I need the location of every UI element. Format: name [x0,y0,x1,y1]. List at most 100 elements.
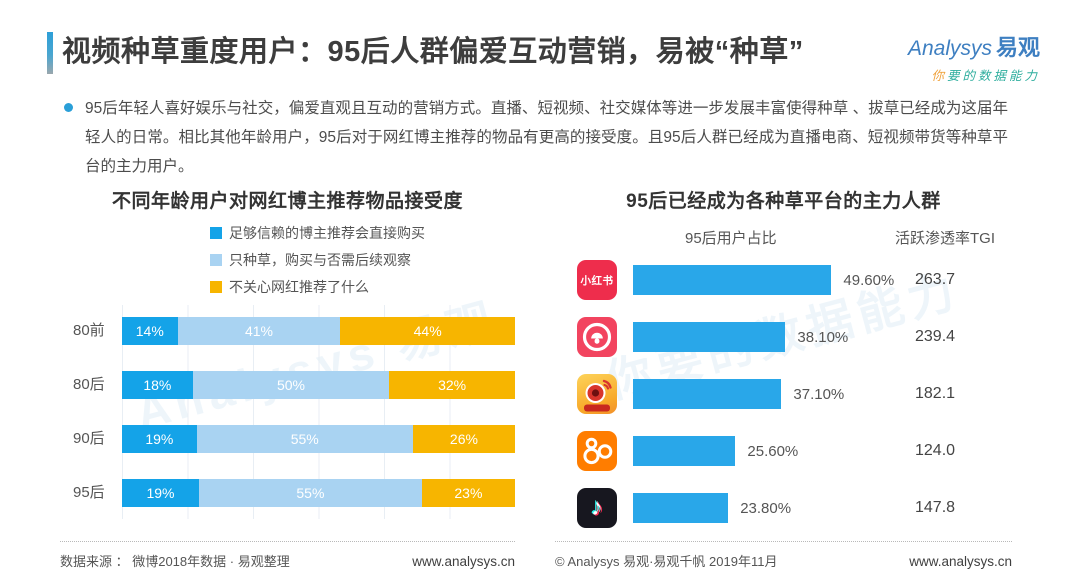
share-value: 25.60% [747,442,799,460]
bar-segment: 14% [122,317,178,345]
share-value: 37.10% [793,385,845,403]
tgi-value: 239.4 [915,328,956,345]
bar-segment: 26% [412,425,516,453]
data-source-text: 数据来源 ： 微博2018年数据 · 易观整理 [60,554,290,569]
logo-tagline-rest: 要的数据能力 [946,69,1040,83]
bar-segment: 55% [196,425,413,453]
left-chart-title: 不同年龄用户对网红博主推荐物品接受度 [111,191,463,212]
title-accent-bar [47,32,53,74]
bar-segment: 55% [198,479,422,507]
category-labels: 80前 80后 90后 95后 [60,305,122,519]
copyright-text: © Analysys 易观·易观千帆 2019年11月 [555,554,778,569]
bar-segment: 41% [177,317,341,345]
right-chart-section: 95后已经成为各种草平台的主力人群 95后用户占比 活跃渗透率TGI 小红书 4… [555,186,1012,528]
kuaishou-icon [577,431,617,471]
bar-zone: 49.60% [633,260,912,300]
bar-segment: 19% [122,425,197,453]
legend-item: 只种草，购买与否需后续观察 [210,250,515,270]
stacked-bar-row: 19% 55% 26% [122,425,516,453]
segment-value: 32% [438,377,467,393]
footer-left: 数据来源 ： 微博2018年数据 · 易观整理 www.analysys.cn [60,541,515,570]
legend-swatch-icon [210,254,222,266]
legend-swatch-icon [210,227,222,239]
mogujie-icon [577,317,617,357]
share-bar [633,322,786,352]
bar-segment: 19% [122,479,199,507]
bar-segment: 50% [192,371,390,399]
category-label: 80后 [73,376,105,393]
logo-brand-cn: 易观 [995,35,1040,60]
platform-row: 小红书 49.60% 263.7 [555,260,1012,300]
share-bar [633,379,782,409]
stacked-bar-row: 18% 50% 32% [122,371,515,399]
category-label: 80前 [73,322,105,339]
share-bar [633,436,736,466]
segment-value: 44% [413,323,442,339]
xiaohongshu-icon-label: 小红书 [580,274,614,287]
right-chart-title: 95后已经成为各种草平台的主力人群 [626,191,941,212]
segment-value: 19% [145,431,174,447]
bar-zone: 25.60% [633,431,912,471]
segment-value: 55% [296,485,325,501]
tgi-column-header: 活跃渗透率TGI [895,230,995,247]
music-note-icon: ♪ [591,494,603,521]
platform-row: ♪ 23.80% 147.8 [555,488,1012,528]
header: 视频种草重度用户：95后人群偏爱互动营销，易被“种草” Analysys 易观 你… [47,28,1040,84]
tgi-value: 263.7 [915,271,956,288]
summary-text: 95后年轻人喜好娱乐与社交，偏爱直观且互动的营销方式。直播、短视频、社交媒体等进… [85,100,1008,176]
share-bar [633,265,832,295]
bar-segment: 18% [122,371,193,399]
segment-value: 50% [276,377,305,393]
tgi-value: 124.0 [915,442,956,459]
share-value: 23.80% [740,499,792,517]
weibo-icon [577,374,617,414]
segment-value: 41% [244,323,273,339]
bar-segment: 44% [340,317,515,345]
category-label: 95后 [73,484,105,501]
logo-tagline-first: 你 [931,69,947,83]
category-label: 90后 [73,430,105,447]
tgi-value: 182.1 [915,385,956,402]
segment-value: 19% [146,485,175,501]
summary-block: 95后年轻人喜好娱乐与社交，偏爱直观且互动的营销方式。直播、短视频、社交媒体等进… [64,94,1008,181]
segment-value: 26% [449,431,478,447]
bar-zone: 37.10% [633,374,912,414]
website-url: www.analysys.cn [909,554,1012,569]
logo-brand-en: Analysys [907,37,992,60]
stacked-bar-row: 19% 55% 23% [122,479,515,507]
douyin-icon: ♪ [577,488,617,528]
footer-right: © Analysys 易观·易观千帆 2019年11月 www.analysys… [555,541,1012,570]
website-url: www.analysys.cn [412,554,515,569]
bar-zone: 38.10% [633,317,912,357]
share-value: 49.60% [843,271,895,289]
bullet-icon [64,103,73,112]
tgi-value: 147.8 [915,499,956,516]
legend: 足够信赖的博主推荐会直接购买 只种草，购买与否需后续观察 不关心网红推荐了什么 [210,223,515,297]
segment-value: 23% [454,485,483,501]
platform-row: 25.60% 124.0 [555,431,1012,471]
stacked-bar-chart: 80前 80后 90后 95后 14% 41% 44% 18% 50% 32% … [60,305,516,519]
bar-zone: 23.80% [633,488,912,528]
share-column-header: 95后用户占比 [685,230,777,247]
segment-value: 55% [290,431,319,447]
legend-item: 足够信赖的博主推荐会直接购买 [210,223,515,243]
legend-label: 足够信赖的博主推荐会直接购买 [229,225,425,241]
platform-row: 37.10% 182.1 [555,374,1012,414]
segment-value: 18% [143,377,172,393]
legend-label: 只种草，购买与否需后续观察 [229,252,411,268]
bar-segment: 23% [421,479,515,507]
stacked-bar-row: 14% 41% 44% [122,317,515,345]
column-headers: 95后用户占比 活跃渗透率TGI [555,227,1012,248]
plot-area: 14% 41% 44% 18% 50% 32% 19% 55% 26% 19% … [122,305,516,519]
segment-value: 14% [135,323,164,339]
share-value: 38.10% [797,328,849,346]
page-title: 视频种草重度用户：95后人群偏爱互动营销，易被“种草” [62,36,804,68]
platform-row: 38.10% 239.4 [555,317,1012,357]
left-chart-section: 不同年龄用户对网红博主推荐物品接受度 足够信赖的博主推荐会直接购买 只种草，购买… [60,186,516,519]
share-bar [633,493,729,523]
legend-swatch-icon [210,281,222,293]
bar-segment: 32% [389,371,515,399]
logo-tagline: 你要的数据能力 [908,65,1040,84]
legend-label: 不关心网红推荐了什么 [229,279,369,295]
